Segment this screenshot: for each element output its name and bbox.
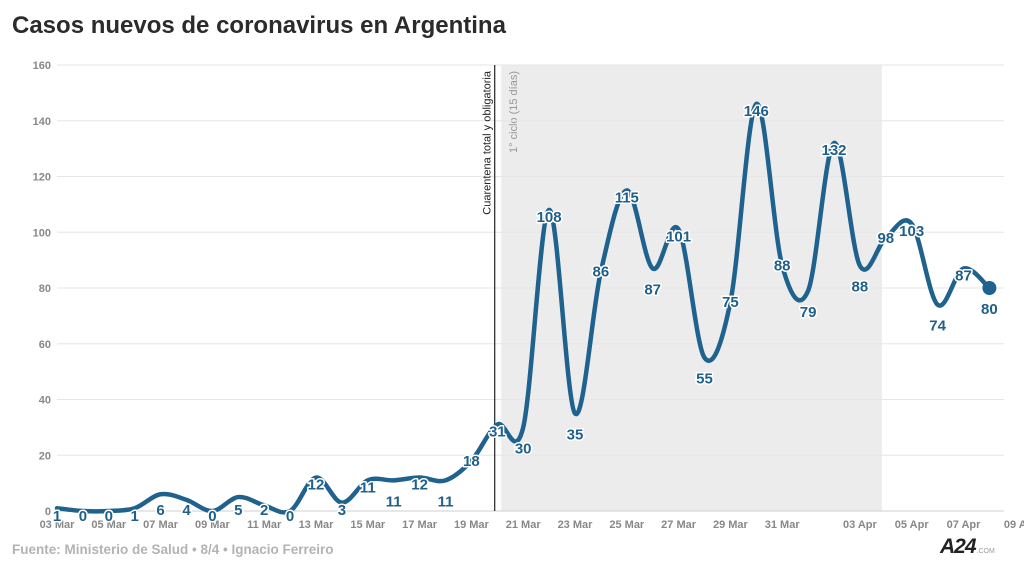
data-label: 11 — [438, 493, 454, 510]
data-label: 80 — [981, 301, 998, 318]
data-label: 2 — [260, 502, 268, 519]
series-line — [54, 101, 992, 515]
data-label: 115 — [615, 189, 639, 206]
y-axis-ticks: 0 20 40 60 80 100 120 140 160 — [33, 60, 51, 518]
brand-logo: A24.COM — [940, 535, 995, 561]
data-label: 86 — [593, 263, 610, 280]
x-tick-label: 13 Mar — [299, 519, 335, 531]
x-tick-label: 09 A — [1004, 519, 1024, 531]
data-label: 0 — [79, 508, 87, 525]
data-label: 103 — [899, 223, 924, 240]
grid-layer — [57, 64, 1004, 512]
data-label: 75 — [722, 294, 739, 311]
data-label: 0 — [105, 508, 113, 525]
y-tick-label: 60 — [39, 339, 51, 351]
brand-logo-suffix: .COM — [976, 548, 995, 555]
data-label: 30 — [515, 440, 532, 457]
brand-logo-text: A24 — [940, 535, 977, 558]
data-label: 11 — [386, 493, 402, 510]
data-label: 4 — [182, 502, 191, 519]
data-label: 74 — [929, 318, 946, 335]
data-label: 87 — [644, 281, 661, 298]
data-label: 108 — [537, 209, 562, 226]
chart-title: Casos nuevos de coronavirus en Argentina — [12, 12, 506, 39]
y-tick-label: 140 — [33, 116, 51, 128]
x-tick-label: 09 Mar — [195, 519, 231, 531]
data-label: 12 — [411, 477, 428, 494]
x-tick-label: 21 Mar — [506, 519, 542, 531]
data-label: 146 — [744, 103, 769, 120]
y-tick-label: 20 — [39, 450, 51, 462]
data-label: 132 — [821, 142, 846, 159]
data-label: 79 — [800, 304, 817, 321]
source-note: Fuente: Ministerio de Salud • 8/4 • Igna… — [12, 542, 334, 557]
data-label: 0 — [286, 508, 294, 525]
data-label: 98 — [877, 230, 894, 247]
y-tick-label: 120 — [33, 172, 51, 184]
data-label: 3 — [338, 502, 346, 519]
x-tick-label: 15 Mar — [350, 519, 386, 531]
x-tick-label: 03 Apr — [843, 519, 878, 531]
data-label: 31 — [489, 424, 506, 441]
x-tick-label: 27 Mar — [661, 519, 697, 531]
data-label: 18 — [463, 453, 480, 470]
y-tick-label: 100 — [33, 227, 51, 239]
series-end-point — [982, 281, 997, 295]
x-tick-label: 03 Mar — [40, 519, 76, 531]
x-tick-label: 25 Mar — [609, 519, 645, 531]
data-label: 11 — [360, 479, 376, 496]
data-label: 1 — [131, 508, 139, 525]
quarantine-line-label: Cuarentena total y obligatoria — [482, 70, 494, 215]
data-label: 0 — [208, 508, 216, 525]
x-tick-label: 31 Mar — [765, 519, 801, 531]
x-tick-label: 07 Mar — [143, 519, 179, 531]
data-label: 88 — [852, 279, 869, 296]
x-tick-label: 19 Mar — [454, 519, 490, 531]
series-line-layer — [54, 101, 997, 515]
data-label: 6 — [156, 502, 164, 519]
x-tick-label: 07 Apr — [947, 519, 982, 531]
x-axis-ticks: 03 Mar 05 Mar 07 Mar 09 Mar 11 Mar 13 Mar 15 M… — [40, 519, 1024, 531]
x-tick-label: 11 Mar — [247, 519, 282, 531]
data-label: 101 — [666, 228, 691, 245]
data-label: 55 — [696, 371, 713, 388]
x-tick-label: 17 Mar — [402, 519, 438, 531]
x-tick-label: 05 Apr — [895, 519, 930, 531]
x-tick-label: 23 Mar — [558, 519, 594, 531]
data-label: 1 — [53, 508, 61, 525]
data-labels: 1 0 0 1 6 4 0 5 2 0123111112111831301083586115871… — [51, 102, 999, 527]
y-tick-label: 0 — [45, 506, 51, 518]
data-label: 12 — [308, 477, 325, 494]
data-label: 35 — [567, 426, 584, 443]
data-label: 87 — [955, 267, 972, 284]
x-tick-label: 05 Mar — [91, 519, 127, 531]
x-tick-label: 29 Mar — [713, 519, 749, 531]
quarantine-line-layer: Cuarentena total y obligatoria — [482, 65, 496, 511]
y-tick-label: 80 — [39, 283, 51, 295]
data-label: 88 — [774, 258, 791, 275]
band-label: 1° ciclo (15 días) — [508, 71, 520, 153]
y-tick-label: 40 — [39, 395, 51, 407]
y-tick-label: 160 — [33, 60, 51, 72]
data-label: 5 — [234, 502, 242, 519]
